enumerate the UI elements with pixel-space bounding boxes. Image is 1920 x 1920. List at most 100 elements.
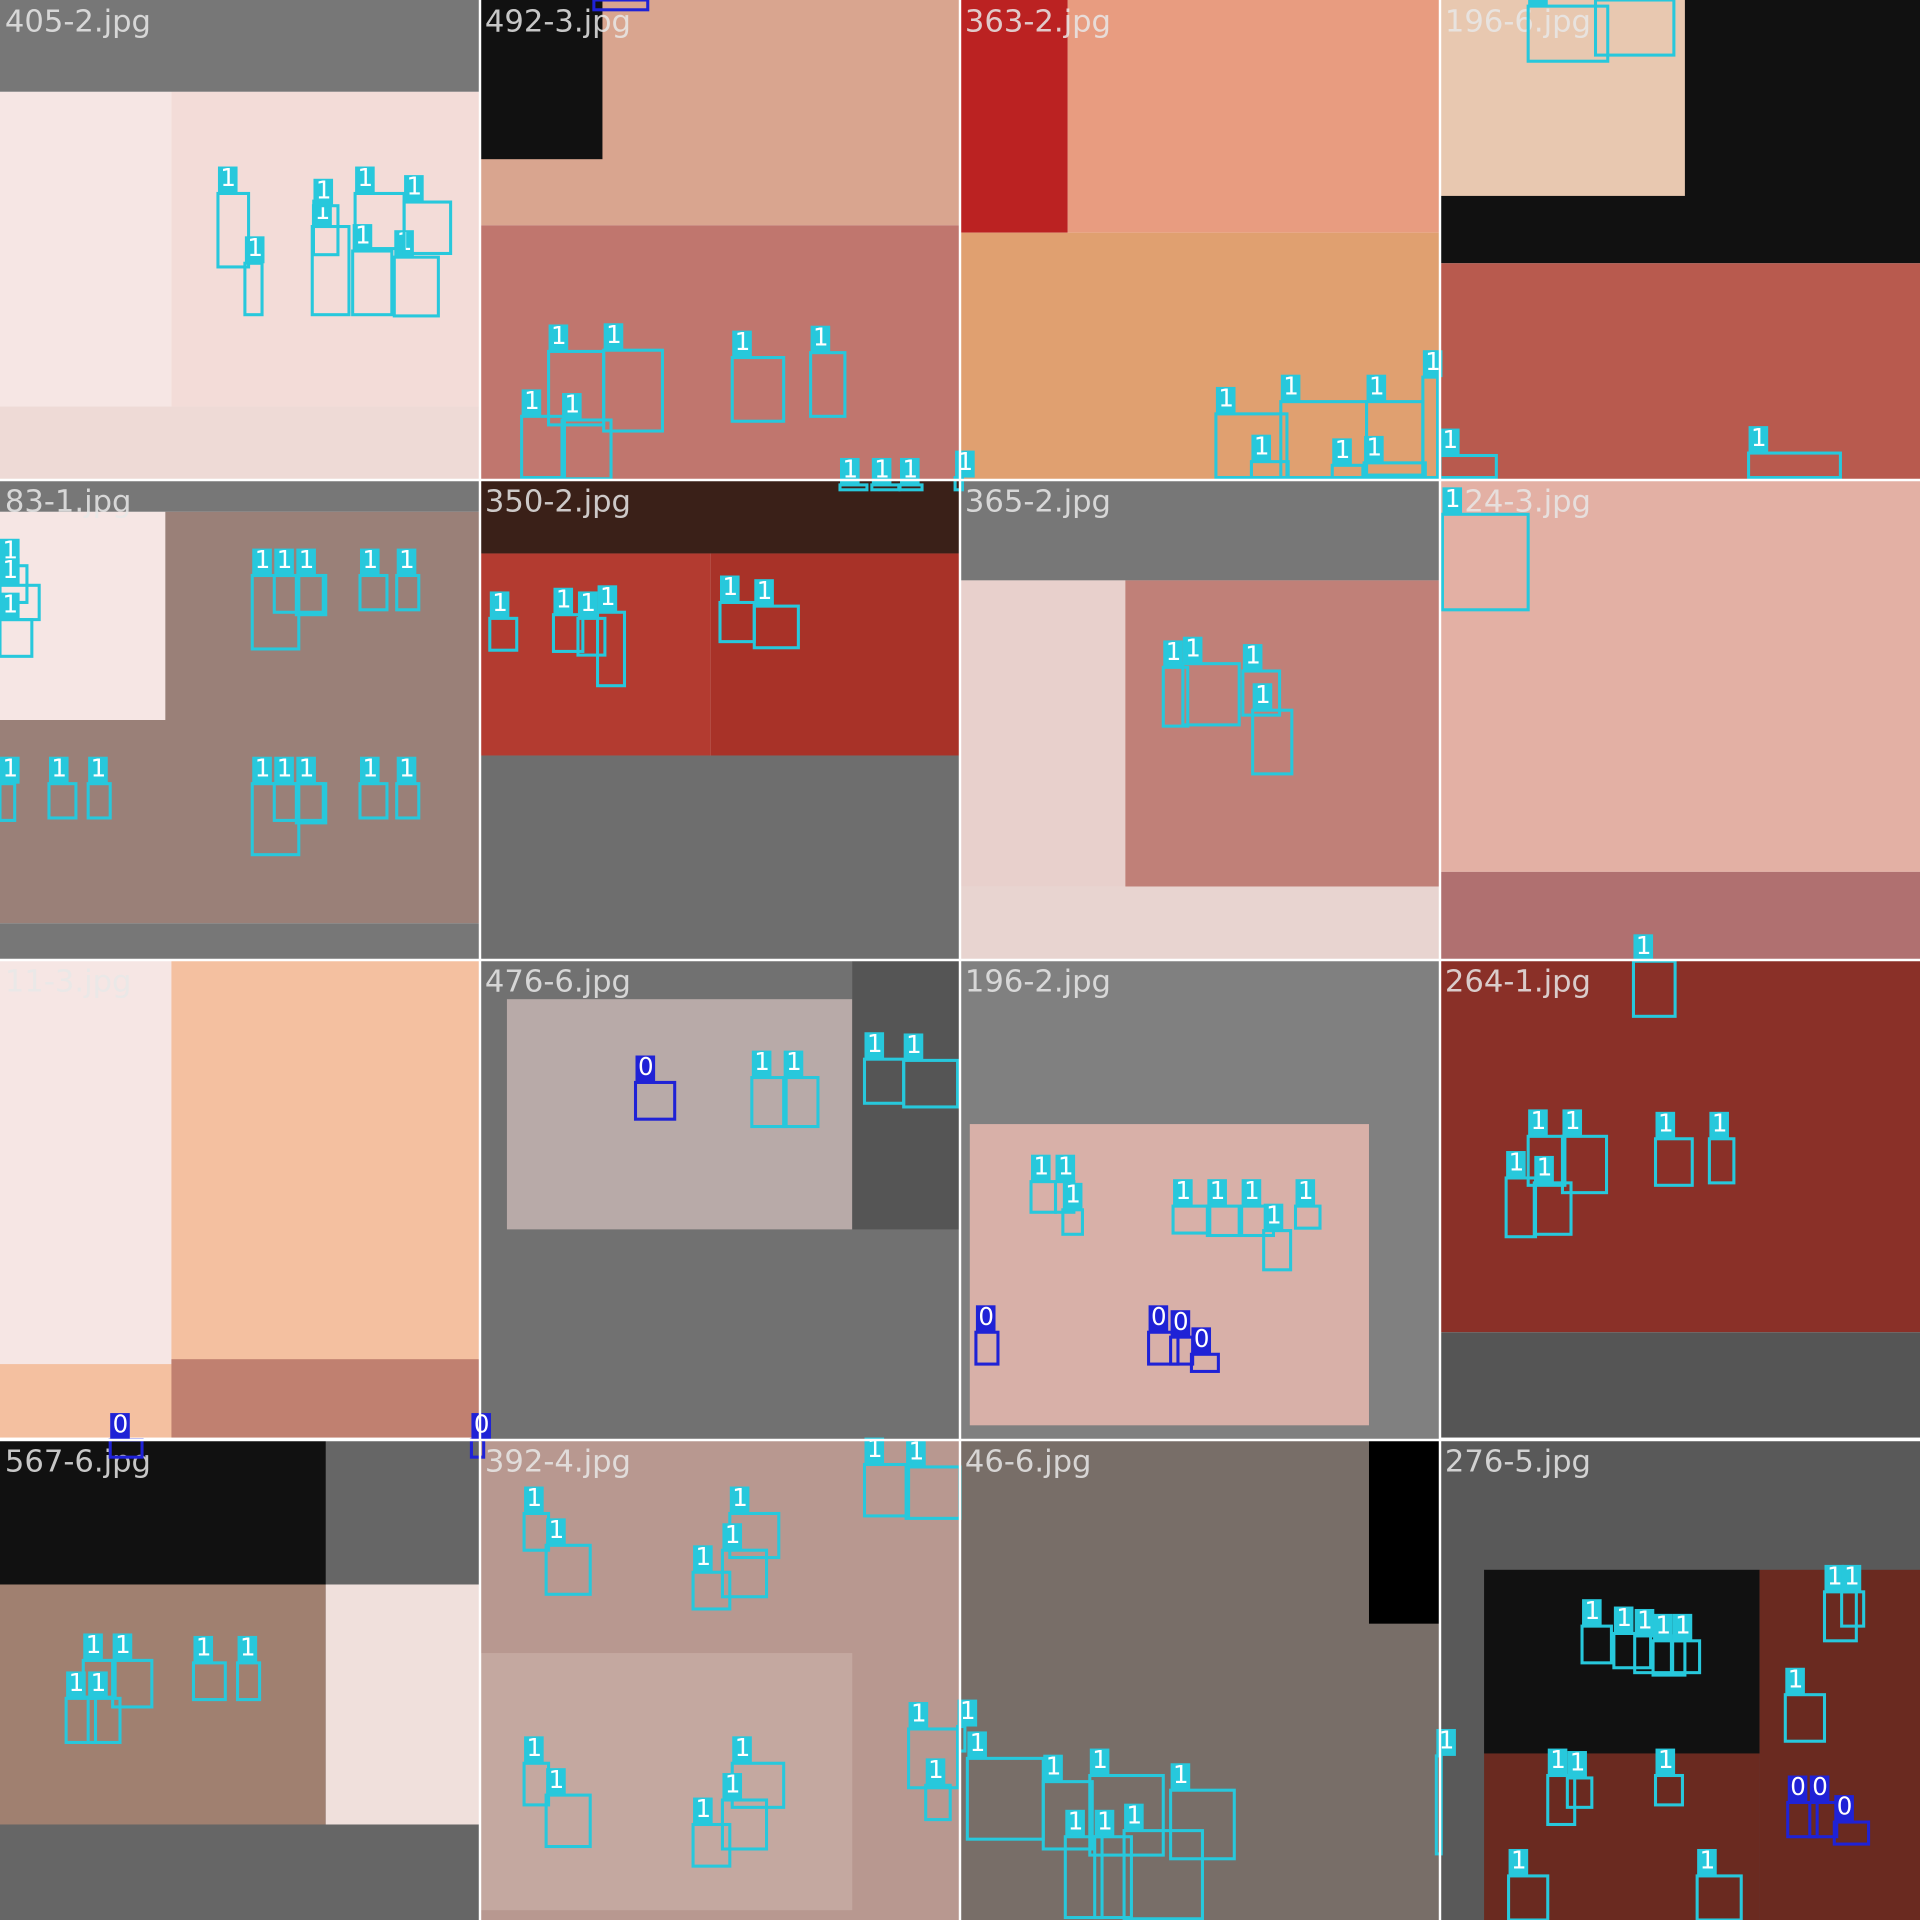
box-label-bg [1655, 1748, 1676, 1776]
box-label: 1 [399, 753, 415, 782]
bounding-box [1593, 0, 1676, 57]
box-label: 0 [1790, 1772, 1806, 1801]
box-label: 1 [1367, 433, 1383, 462]
box-label-bg [1170, 1310, 1191, 1338]
box-label: 1 [958, 447, 974, 476]
bounding-box [592, 0, 650, 12]
box-label: 1 [362, 545, 378, 574]
box-label-bg [810, 325, 831, 353]
box-label-bg [908, 1702, 929, 1729]
box-label-bg [1251, 434, 1272, 462]
box-label: 1 [1255, 680, 1271, 709]
box-label: 1 [556, 584, 572, 613]
photo-region [1440, 1332, 1920, 1438]
box-label: 1 [549, 1765, 565, 1794]
photo-region [171, 1359, 480, 1438]
bounding-box [1560, 1134, 1609, 1195]
box-label-bg [577, 591, 598, 619]
tile [1440, 480, 1920, 960]
tile [1440, 0, 1920, 480]
tile-filename: 567-6.jpg [5, 1444, 151, 1479]
box-label: 1 [247, 233, 263, 262]
bounding-box [1088, 1773, 1165, 1857]
box-label-bg [524, 1736, 544, 1764]
box-label: 1 [732, 1483, 748, 1512]
box-label: 1 [1176, 1176, 1192, 1205]
box-label-bg [1163, 640, 1183, 668]
box-label: 1 [1425, 347, 1441, 376]
bounding-box [520, 414, 567, 480]
box-label-bg [1364, 435, 1384, 463]
box-label: 1 [220, 163, 236, 192]
box-label-bg [83, 1633, 103, 1661]
box-label: 1 [867, 1029, 883, 1058]
box-label-bg [1295, 1179, 1316, 1207]
box-label-bg [732, 1736, 752, 1764]
box-label: 1 [722, 572, 738, 601]
box-label-bg [1191, 1327, 1212, 1355]
box-label: 1 [549, 1515, 565, 1544]
bounding-box [488, 616, 519, 652]
box-label-bg [1508, 1848, 1529, 1876]
box-label-bg [1634, 1608, 1655, 1636]
bounding-box [0, 618, 34, 658]
bounding-box [1695, 1874, 1743, 1920]
box-label: 1 [399, 545, 415, 574]
photo-region [1484, 1569, 1760, 1754]
bounding-box [1747, 451, 1842, 480]
box-label: 1 [1058, 1151, 1074, 1180]
photo-region [1368, 1440, 1440, 1624]
box-label: 1 [1636, 931, 1652, 960]
box-label: 1 [1616, 1603, 1632, 1632]
box-label-bg [1065, 1809, 1085, 1837]
bounding-box [752, 604, 800, 650]
bounding-box [243, 261, 264, 317]
photo-region [852, 960, 960, 1230]
box-label: 1 [1584, 1596, 1600, 1625]
box-label-bg [1366, 374, 1387, 402]
tile-filename: 405-2.jpg [5, 4, 151, 39]
box-label: 1 [115, 1630, 131, 1659]
photo-region [0, 720, 480, 924]
box-label-bg [1809, 1775, 1830, 1803]
tile [1440, 1440, 1920, 1920]
box-label: 1 [1127, 1800, 1143, 1829]
box-label-bg [1653, 1613, 1673, 1641]
box-label: 1 [1266, 1200, 1282, 1229]
box-label: 1 [1185, 633, 1201, 662]
box-label: 1 [1511, 1846, 1527, 1875]
box-label: 1 [527, 1483, 543, 1512]
box-label-bg [1055, 1154, 1076, 1182]
photo-region [710, 553, 960, 756]
box-label: 0 [1194, 1324, 1210, 1353]
bounding-box [902, 1058, 960, 1109]
box-label: 1 [2, 555, 18, 584]
bounding-box [1122, 1829, 1204, 1920]
box-label: 1 [1097, 1806, 1113, 1835]
box-label-bg [1263, 1203, 1284, 1231]
box-label-bg [524, 1486, 544, 1514]
box-label-bg [906, 1440, 926, 1467]
tile-filename: 264-1.jpg [1445, 964, 1591, 999]
box-label-bg [1242, 644, 1263, 672]
photo-region [1484, 1753, 1760, 1920]
box-label: 1 [606, 320, 622, 349]
bounding-box [392, 255, 440, 318]
box-label-bg [1422, 350, 1443, 378]
photo-region [1440, 0, 1685, 196]
photo-region [960, 580, 1126, 887]
box-label-bg [396, 756, 417, 784]
box-label-bg [66, 1671, 86, 1699]
box-label-bg [1241, 1179, 1262, 1207]
photo-region [1440, 480, 1920, 872]
box-label: 1 [240, 1633, 256, 1662]
box-label: 1 [1166, 637, 1182, 666]
box-label-bg [1528, 1109, 1548, 1137]
box-label-bg [864, 1032, 885, 1060]
box-label-bg [193, 1635, 214, 1663]
photo-region [1759, 1569, 1920, 1920]
box-label-bg [722, 1773, 743, 1800]
photo-region [325, 1584, 480, 1825]
box-label-bg [562, 393, 582, 420]
